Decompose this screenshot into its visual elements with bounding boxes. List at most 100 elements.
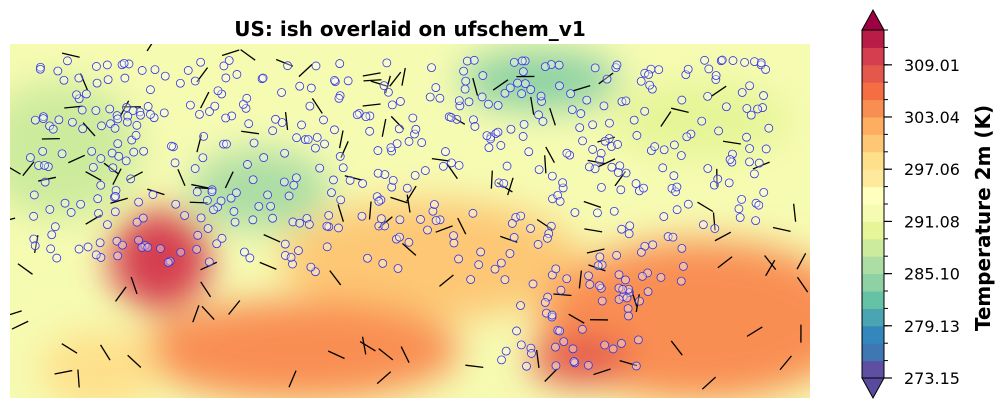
station	[118, 241, 126, 249]
station	[525, 148, 533, 156]
station	[598, 297, 606, 305]
station	[657, 273, 665, 281]
station	[217, 197, 225, 205]
station	[510, 233, 518, 241]
station	[374, 147, 382, 155]
station	[517, 212, 525, 220]
station	[395, 125, 403, 133]
station	[137, 111, 145, 119]
station	[222, 114, 230, 122]
station	[186, 101, 194, 109]
station	[519, 68, 527, 76]
station	[460, 67, 468, 75]
station	[514, 79, 522, 87]
station	[477, 248, 485, 256]
station	[269, 214, 277, 222]
station	[510, 58, 518, 66]
station	[609, 345, 617, 353]
station	[344, 77, 352, 85]
colorbar-band	[862, 221, 884, 239]
station	[750, 170, 758, 178]
station	[358, 212, 366, 220]
station	[426, 93, 434, 101]
station	[334, 224, 342, 232]
station	[225, 56, 233, 64]
station	[596, 156, 604, 164]
station	[112, 192, 120, 200]
station	[450, 239, 458, 247]
station	[539, 117, 547, 125]
station	[760, 188, 768, 196]
station	[424, 226, 432, 234]
station	[93, 79, 101, 87]
station	[527, 225, 535, 233]
station	[743, 104, 751, 112]
station	[503, 162, 511, 170]
station	[176, 79, 184, 87]
station	[494, 101, 502, 109]
station	[722, 103, 730, 111]
station	[450, 232, 458, 240]
station	[501, 276, 509, 284]
station	[552, 362, 560, 370]
station	[439, 162, 447, 170]
station	[518, 90, 526, 98]
station	[563, 149, 571, 157]
station	[660, 213, 668, 221]
station	[26, 154, 34, 162]
colorbar-band	[862, 134, 884, 152]
station	[111, 208, 119, 216]
station	[585, 272, 593, 280]
station	[483, 132, 491, 140]
colorbar-band	[862, 326, 884, 344]
station	[729, 57, 737, 65]
station	[60, 76, 68, 84]
station	[455, 255, 463, 263]
station	[75, 245, 83, 253]
station	[718, 56, 726, 64]
station	[39, 147, 47, 155]
station	[120, 59, 128, 67]
station	[560, 338, 568, 346]
station	[181, 211, 189, 219]
station	[641, 107, 649, 115]
station	[325, 211, 333, 219]
station	[403, 184, 411, 192]
station	[651, 143, 659, 151]
station	[699, 221, 707, 229]
station	[646, 81, 654, 89]
station	[571, 209, 579, 217]
station	[329, 176, 337, 184]
station	[363, 254, 371, 262]
station	[738, 89, 746, 97]
station	[405, 137, 413, 145]
station	[705, 65, 713, 73]
station	[513, 327, 521, 335]
colorbar-band	[862, 100, 884, 118]
station	[743, 133, 751, 141]
station	[53, 254, 61, 262]
station	[555, 61, 563, 69]
station	[375, 197, 383, 205]
station	[677, 152, 685, 160]
station	[432, 217, 440, 225]
station	[601, 341, 609, 349]
station	[507, 125, 515, 133]
station	[519, 132, 527, 140]
station	[447, 113, 455, 121]
station	[103, 221, 111, 229]
station	[555, 82, 563, 90]
station	[551, 343, 559, 351]
station	[41, 178, 49, 186]
station	[133, 218, 141, 226]
station	[362, 113, 370, 121]
station	[232, 189, 240, 197]
station	[412, 125, 420, 133]
station	[123, 118, 131, 126]
station	[54, 67, 62, 75]
station	[245, 120, 253, 128]
station	[293, 134, 301, 142]
colorbar-band	[862, 204, 884, 222]
station	[330, 76, 338, 84]
station	[644, 288, 652, 296]
